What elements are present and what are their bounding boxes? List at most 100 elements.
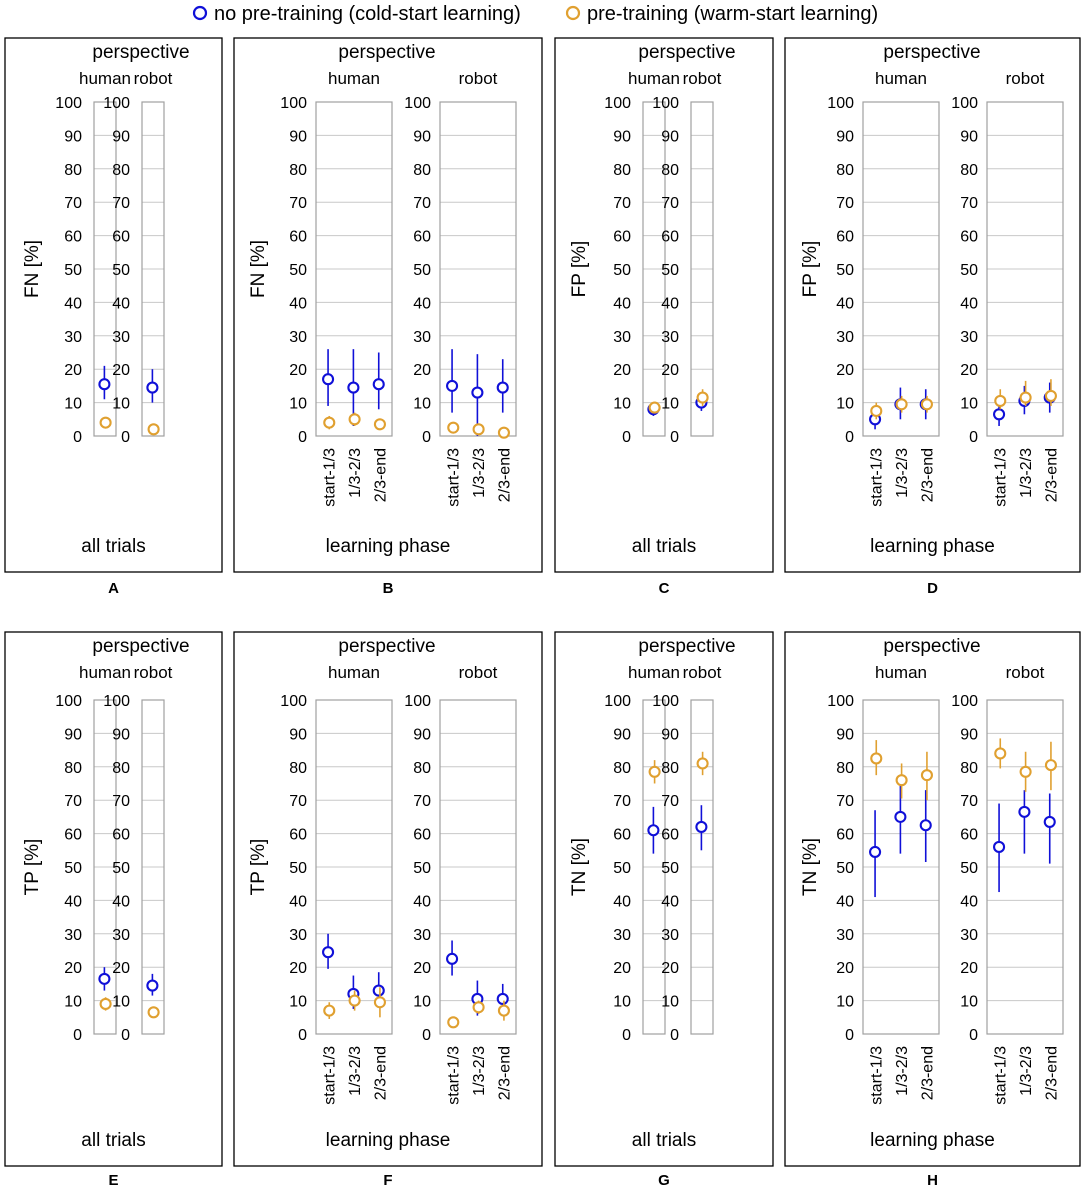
y-tick-label: 10 <box>289 994 307 1011</box>
y-tick-label: 90 <box>64 726 82 743</box>
y-tick-label: 100 <box>827 95 854 112</box>
plot-area <box>642 699 666 1035</box>
perspective-label: perspective <box>883 636 980 657</box>
plot-area <box>315 699 393 1035</box>
y-tick-label: 30 <box>289 927 307 944</box>
y-tick-label: 60 <box>613 229 631 246</box>
warm-point <box>373 996 386 1009</box>
y-axis-label: TN [%] <box>800 838 821 896</box>
human-plot: 0 10 20 30 40 50 60 70 80 90 100 <box>604 95 666 446</box>
y-tick-label: 70 <box>112 793 130 810</box>
plot-area <box>315 101 393 437</box>
y-tick-label: 50 <box>613 262 631 279</box>
y-tick-label: 80 <box>836 760 854 777</box>
y-tick-label: 40 <box>413 295 431 312</box>
y-tick-label: 10 <box>661 994 679 1011</box>
y-tick-label: 10 <box>836 994 854 1011</box>
cold-point <box>496 381 509 394</box>
y-tick-label: 20 <box>413 362 431 379</box>
y-tick-label: 80 <box>661 760 679 777</box>
human-label: human <box>628 663 680 682</box>
plot-area <box>439 699 517 1035</box>
cold-point <box>993 840 1006 854</box>
plot-area <box>141 699 165 1035</box>
y-tick-label: 40 <box>960 893 978 910</box>
y-tick-label: 80 <box>64 162 82 179</box>
y-tick-label: 10 <box>613 396 631 413</box>
panel-frame <box>233 631 543 1167</box>
human-plot: 0 10 20 30 40 50 60 70 80 90 100 <box>604 693 666 1044</box>
plot-area <box>93 101 117 437</box>
plot-area <box>862 101 940 437</box>
y-tick-label: 70 <box>64 195 82 212</box>
warm-point <box>696 391 709 404</box>
y-tick-label: 80 <box>960 760 978 777</box>
y-tick-label: 0 <box>969 1027 978 1044</box>
y-tick-label: 100 <box>103 693 130 710</box>
y-tick-label: 90 <box>112 726 130 743</box>
y-tick-label: 70 <box>112 195 130 212</box>
y-tick-label: 50 <box>64 860 82 877</box>
y-tick-label: 60 <box>112 827 130 844</box>
plot-area <box>690 101 714 437</box>
cold-point <box>647 824 660 837</box>
y-tick-label: 20 <box>112 362 130 379</box>
y-tick-label: 10 <box>413 396 431 413</box>
human-plot: 0 10 20 30 40 50 60 70 80 90 100 start-1/3 1/3-2/3 2/… <box>280 693 393 1105</box>
y-tick-label: 50 <box>64 262 82 279</box>
warm-point <box>348 413 361 426</box>
y-tick-label: 0 <box>622 1027 631 1044</box>
y-tick-label: 50 <box>289 262 307 279</box>
cold-point <box>1043 815 1056 828</box>
human-plot: 0 10 20 30 40 50 60 70 80 90 100 <box>55 693 117 1044</box>
panel-g: perspectivehuman0102030405060708090100ro… <box>554 631 774 1189</box>
legend-warm-marker <box>565 5 581 21</box>
robot-label: robot <box>1006 69 1045 88</box>
perspective-label: perspective <box>638 42 735 63</box>
y-tick-label: 80 <box>613 760 631 777</box>
y-tick-label: 90 <box>289 726 307 743</box>
y-tick-label: 70 <box>613 195 631 212</box>
panel-f: perspectivehuman0102030405060708090100st… <box>233 631 543 1189</box>
panel-letter: B <box>383 580 394 597</box>
perspective-label: perspective <box>883 42 980 63</box>
y-tick-label: 0 <box>622 429 631 446</box>
warm-point <box>472 1001 485 1014</box>
y-tick-label: 30 <box>661 329 679 346</box>
x-category-label: 2/3-end <box>919 1046 936 1100</box>
plot-area <box>93 699 117 1035</box>
cold-point <box>98 378 111 391</box>
y-tick-label: 60 <box>836 229 854 246</box>
y-tick-label: 0 <box>73 1027 82 1044</box>
y-tick-label: 80 <box>413 760 431 777</box>
y-tick-label: 80 <box>413 162 431 179</box>
y-tick-label: 20 <box>289 362 307 379</box>
y-tick-label: 90 <box>289 128 307 145</box>
x-category-label: 1/3-2/3 <box>471 448 488 498</box>
y-tick-label: 70 <box>960 793 978 810</box>
y-tick-label: 30 <box>289 329 307 346</box>
y-tick-label: 20 <box>64 960 82 977</box>
panel-e: perspectivehuman0102030405060708090100ro… <box>4 631 223 1189</box>
y-tick-label: 40 <box>960 295 978 312</box>
y-tick-label: 90 <box>64 128 82 145</box>
y-tick-label: 0 <box>969 429 978 446</box>
cold-point <box>322 373 335 386</box>
y-tick-label: 40 <box>613 295 631 312</box>
y-tick-label: 50 <box>112 262 130 279</box>
robot-plot: 0 10 20 30 40 50 60 70 80 90 100 start-1/3 1/3-2/3 2/… <box>404 693 517 1105</box>
cold-point <box>372 984 385 997</box>
y-tick-label: 0 <box>422 429 431 446</box>
y-tick-label: 20 <box>661 960 679 977</box>
y-tick-label: 70 <box>836 793 854 810</box>
y-tick-label: 50 <box>960 262 978 279</box>
y-tick-label: 20 <box>413 960 431 977</box>
x-category-label: start-1/3 <box>322 1046 339 1105</box>
x-axis-label: all trials <box>632 1130 696 1151</box>
y-tick-label: 80 <box>960 162 978 179</box>
perspective-label: perspective <box>92 42 189 63</box>
robot-label: robot <box>1006 663 1045 682</box>
y-axis-label: FN [%] <box>248 240 269 298</box>
panel-frame <box>233 37 543 573</box>
y-tick-label: 50 <box>112 860 130 877</box>
